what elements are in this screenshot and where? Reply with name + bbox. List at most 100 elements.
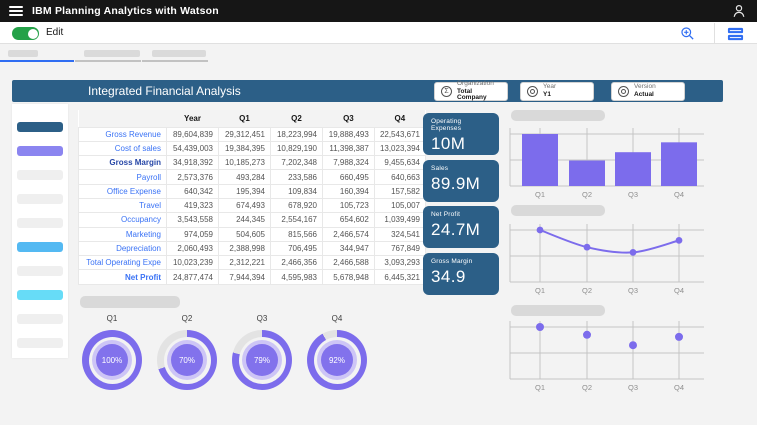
table-cell[interactable]: 660,495 <box>322 169 375 185</box>
sheet-tab-1[interactable] <box>0 44 74 62</box>
table-cell[interactable]: 18,223,994 <box>270 126 323 142</box>
table-cell[interactable]: 244,345 <box>218 212 271 228</box>
row-label[interactable]: Payroll <box>78 169 167 185</box>
table-cell[interactable]: 7,988,324 <box>322 155 375 171</box>
table-cell[interactable]: 9,455,634 <box>373 155 426 171</box>
column-header-q1[interactable]: Q1 <box>218 110 271 127</box>
row-label[interactable]: Cost of sales <box>78 140 167 157</box>
donut-ring[interactable]: 70% <box>157 330 217 390</box>
kpi-tile-sales[interactable]: Sales 89.9M <box>423 159 499 202</box>
table-cell[interactable]: 160,394 <box>322 183 375 199</box>
legend-swatch-7[interactable] <box>17 266 63 276</box>
table-cell[interactable]: 29,312,451 <box>218 126 271 142</box>
table-cell[interactable]: 24,877,474 <box>166 269 219 285</box>
table-cell[interactable]: 344,947 <box>322 240 375 257</box>
legend-swatch-2[interactable] <box>17 146 63 156</box>
scatter-point-q4[interactable] <box>675 332 683 341</box>
table-cell[interactable]: 4,595,983 <box>270 269 323 285</box>
table-cell[interactable]: 5,678,948 <box>322 269 375 285</box>
table-cell[interactable]: 89,604,839 <box>166 126 219 142</box>
line-point-q4[interactable] <box>675 237 683 244</box>
edit-toggle[interactable] <box>12 27 39 40</box>
row-label[interactable]: Gross Revenue <box>78 126 167 142</box>
legend-swatch-3[interactable] <box>17 170 63 180</box>
table-cell[interactable]: 34,918,392 <box>166 155 219 171</box>
legend-swatch-4[interactable] <box>17 194 63 204</box>
table-cell[interactable]: 1,039,499 <box>373 212 426 228</box>
table-cell[interactable]: 493,284 <box>218 169 271 185</box>
bar-q3[interactable] <box>615 152 651 186</box>
table-cell[interactable]: 11,398,387 <box>322 140 375 157</box>
bar-q4[interactable] <box>661 142 697 186</box>
table-cell[interactable]: 2,060,493 <box>166 240 219 257</box>
column-header-year[interactable]: Year <box>166 110 219 127</box>
row-label[interactable]: Net Profit <box>78 269 167 285</box>
table-cell[interactable]: 54,439,003 <box>166 140 219 157</box>
scatter-point-q1[interactable] <box>536 323 544 331</box>
table-cell[interactable]: 3,093,293 <box>373 255 426 271</box>
line-point-q2[interactable] <box>583 243 591 251</box>
table-cell[interactable]: 324,541 <box>373 226 426 242</box>
sheet-tab-2[interactable] <box>75 44 141 62</box>
table-cell[interactable]: 109,834 <box>270 183 323 199</box>
legend-swatch-8[interactable] <box>17 290 63 300</box>
table-cell[interactable]: 19,384,395 <box>218 140 271 157</box>
donut-ring[interactable]: 92% <box>307 330 367 390</box>
table-cell[interactable]: 6,445,321 <box>373 269 426 285</box>
table-cell[interactable]: 640,342 <box>166 183 219 199</box>
donut-ring[interactable]: 79% <box>232 330 292 390</box>
scatter-point-q2[interactable] <box>583 330 591 339</box>
table-cell[interactable]: 2,466,588 <box>322 255 375 271</box>
scatter-point-q3[interactable] <box>629 341 637 350</box>
row-label[interactable]: Occupancy <box>78 212 167 228</box>
table-cell[interactable]: 19,888,493 <box>322 126 375 142</box>
row-label[interactable]: Total Operating Expe <box>78 255 167 271</box>
zoom-in-icon[interactable] <box>680 26 695 41</box>
table-cell[interactable]: 2,554,167 <box>270 212 323 228</box>
year-selector-chip[interactable]: Year Y1 <box>520 81 594 101</box>
legend-swatch-5[interactable] <box>17 218 63 228</box>
column-header-q4[interactable]: Q4 <box>374 110 426 127</box>
line-point-q3[interactable] <box>629 248 637 256</box>
row-label[interactable]: Office Expense <box>78 183 167 199</box>
table-cell[interactable]: 706,495 <box>270 240 323 257</box>
table-cell[interactable]: 504,605 <box>218 226 271 242</box>
table-cell[interactable]: 22,543,671 <box>373 126 426 142</box>
table-cell[interactable]: 105,007 <box>373 197 426 214</box>
menu-icon[interactable] <box>9 6 23 16</box>
column-header-q3[interactable]: Q3 <box>322 110 375 127</box>
sheet-tab-3[interactable] <box>142 44 208 62</box>
table-cell[interactable]: 13,023,394 <box>373 140 426 157</box>
table-cell[interactable]: 678,920 <box>270 197 323 214</box>
table-cell[interactable]: 7,944,394 <box>218 269 271 285</box>
table-cell[interactable]: 195,394 <box>218 183 271 199</box>
row-label[interactable]: Gross Margin <box>78 155 167 171</box>
table-cell[interactable]: 157,582 <box>373 183 426 199</box>
table-cell[interactable]: 10,829,190 <box>270 140 323 157</box>
user-avatar-icon[interactable] <box>731 3 747 19</box>
line-point-q1[interactable] <box>536 226 544 234</box>
table-cell[interactable]: 2,466,356 <box>270 255 323 271</box>
quarterly-line-chart[interactable]: Q1 Q2 Q3 Q4 <box>508 218 734 298</box>
legend-swatch-9[interactable] <box>17 314 63 324</box>
table-cell[interactable]: 674,493 <box>218 197 271 214</box>
legend-swatch-10[interactable] <box>17 338 63 348</box>
legend-swatch-6[interactable] <box>17 242 63 252</box>
table-cell[interactable]: 7,202,348 <box>270 155 323 171</box>
legend-swatch-1[interactable] <box>17 122 63 132</box>
table-cell[interactable]: 3,543,558 <box>166 212 219 228</box>
table-cell[interactable]: 974,059 <box>166 226 219 242</box>
row-label[interactable]: Depreciation <box>78 240 167 257</box>
version-selector-chip[interactable]: Version Actual <box>611 81 685 101</box>
quarterly-scatter-chart[interactable]: Q1 Q2 Q3 Q4 <box>508 315 734 395</box>
kpi-tile-net-profit[interactable]: Net Profit 24.7M <box>423 206 499 248</box>
table-cell[interactable]: 815,566 <box>270 226 323 242</box>
table-cell[interactable]: 105,723 <box>322 197 375 214</box>
widget-stack-icon[interactable] <box>727 26 744 42</box>
table-cell[interactable]: 640,663 <box>373 169 426 185</box>
table-cell[interactable]: 10,023,239 <box>166 255 219 271</box>
table-cell[interactable]: 2,573,376 <box>166 169 219 185</box>
quarterly-bar-chart[interactable]: Q1 Q2 Q3 Q4 <box>508 122 734 202</box>
table-cell[interactable]: 2,466,574 <box>322 226 375 242</box>
row-label[interactable]: Travel <box>78 197 167 214</box>
